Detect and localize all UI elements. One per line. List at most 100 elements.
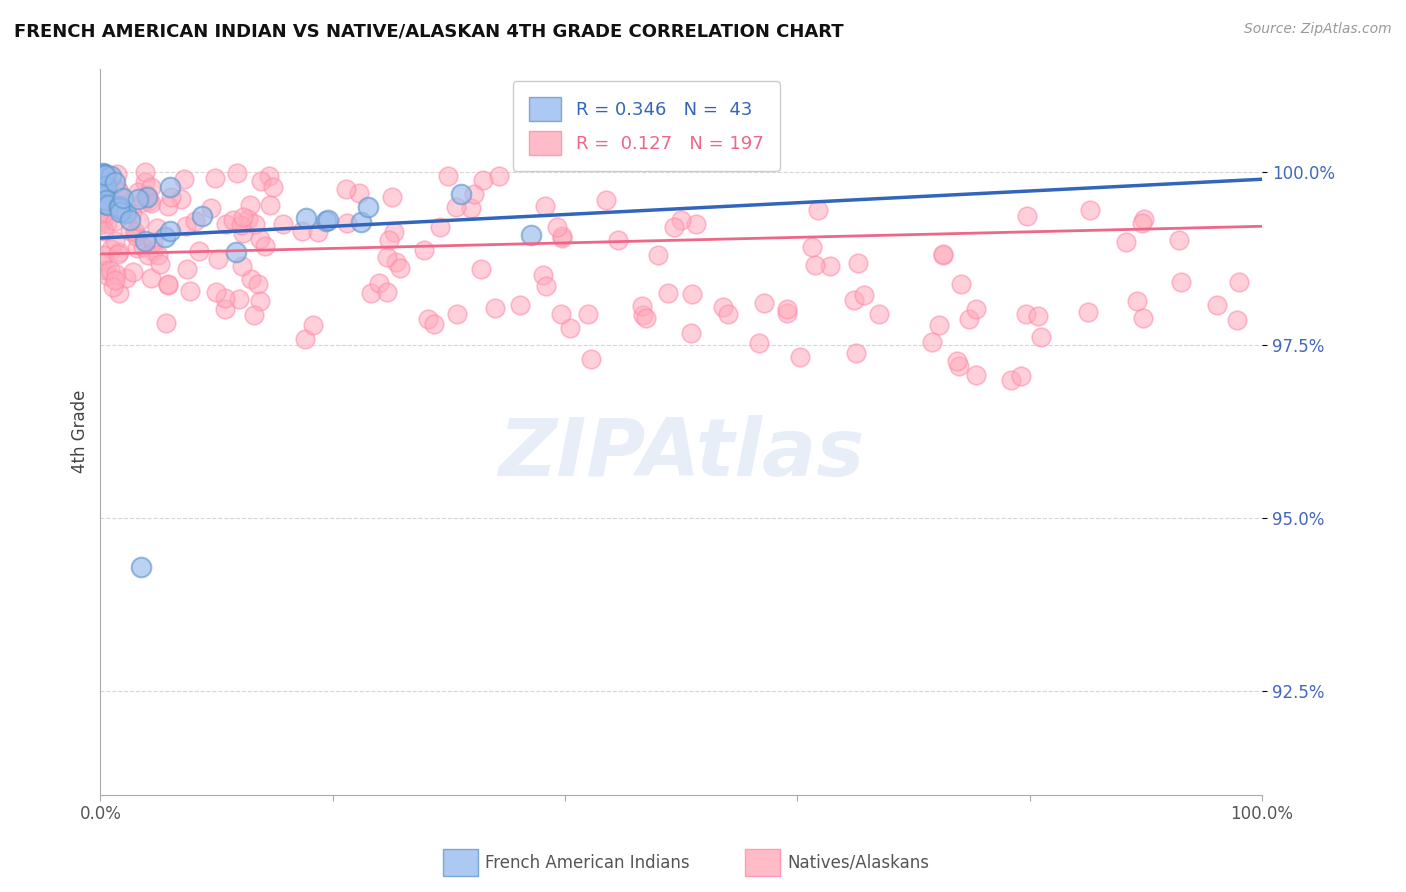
Point <box>1226 313 1249 327</box>
Text: FRENCH AMERICAN INDIAN VS NATIVE/ALASKAN 4TH GRADE CORRELATION CHART: FRENCH AMERICAN INDIAN VS NATIVE/ALASKAN… <box>14 22 844 40</box>
Point <box>159 180 181 194</box>
Point <box>103 280 125 294</box>
Point <box>225 244 247 259</box>
Point <box>1078 202 1101 217</box>
Point <box>108 245 131 260</box>
Point <box>921 334 943 349</box>
Point <box>93 175 115 189</box>
Point <box>446 201 468 215</box>
Point <box>520 228 543 243</box>
Point <box>965 368 987 382</box>
Point <box>114 271 136 285</box>
Point <box>100 190 122 204</box>
Point <box>93 172 115 186</box>
Point <box>662 220 685 235</box>
Point <box>149 257 172 271</box>
Point <box>450 186 472 201</box>
Point <box>307 225 329 239</box>
Point <box>142 235 165 250</box>
Point <box>1115 235 1137 249</box>
Point <box>845 345 868 359</box>
Point <box>550 307 572 321</box>
Text: ZIPAtlas: ZIPAtlas <box>498 415 865 492</box>
Point <box>752 296 775 310</box>
Point <box>135 190 157 204</box>
Point <box>90 172 112 186</box>
Point <box>928 318 950 333</box>
Point <box>96 181 118 195</box>
Point <box>176 262 198 277</box>
Point <box>157 199 180 213</box>
Point <box>125 229 148 244</box>
Point <box>94 197 117 211</box>
Point <box>155 316 177 330</box>
Point <box>484 301 506 315</box>
Point <box>98 262 121 277</box>
Point <box>132 240 155 254</box>
Point <box>382 225 405 239</box>
Point <box>249 232 271 246</box>
Point <box>360 286 382 301</box>
Point <box>90 211 112 226</box>
Point <box>131 194 153 209</box>
Point <box>671 213 693 227</box>
Point <box>90 255 112 269</box>
Point <box>90 176 112 190</box>
Point <box>134 175 156 189</box>
Point <box>228 293 250 307</box>
Point <box>174 219 197 233</box>
Point <box>579 352 602 367</box>
Point <box>853 288 876 302</box>
Point <box>98 176 121 190</box>
Point <box>96 215 118 229</box>
Point <box>159 190 181 204</box>
Text: Natives/Alaskans: Natives/Alaskans <box>787 854 929 871</box>
Point <box>243 308 266 322</box>
Point <box>120 212 142 227</box>
Point <box>205 285 228 299</box>
Point <box>93 248 115 262</box>
Point <box>225 165 247 179</box>
Point <box>94 263 117 277</box>
Point <box>367 276 389 290</box>
Point <box>156 277 179 291</box>
Point <box>631 299 654 313</box>
Point <box>636 311 658 326</box>
Point <box>375 250 398 264</box>
Point <box>350 215 373 229</box>
Point <box>128 214 150 228</box>
Point <box>103 213 125 227</box>
Point <box>349 186 371 200</box>
Point <box>136 248 159 262</box>
Point <box>1132 311 1154 326</box>
Y-axis label: 4th Grade: 4th Grade <box>72 390 89 474</box>
Point <box>191 209 214 223</box>
Point <box>94 205 117 219</box>
Point <box>301 318 323 333</box>
Point <box>239 271 262 285</box>
Point <box>115 205 138 219</box>
Point <box>717 307 740 321</box>
Point <box>239 198 262 212</box>
Point <box>472 173 495 187</box>
Point <box>100 242 122 256</box>
Point <box>681 287 703 301</box>
Point <box>488 169 510 183</box>
Point <box>104 175 127 189</box>
Point <box>110 199 132 213</box>
Point <box>134 165 156 179</box>
Point <box>94 179 117 194</box>
Point <box>679 326 702 340</box>
Point <box>249 293 271 308</box>
Point <box>550 229 572 244</box>
Point <box>1227 275 1250 289</box>
Point <box>100 169 122 183</box>
Text: French American Indians: French American Indians <box>485 854 690 871</box>
Point <box>139 180 162 194</box>
Point <box>91 166 114 180</box>
Point <box>931 248 953 262</box>
Point <box>711 300 734 314</box>
Point <box>236 212 259 227</box>
Text: Source: ZipAtlas.com: Source: ZipAtlas.com <box>1244 22 1392 37</box>
Point <box>173 172 195 186</box>
